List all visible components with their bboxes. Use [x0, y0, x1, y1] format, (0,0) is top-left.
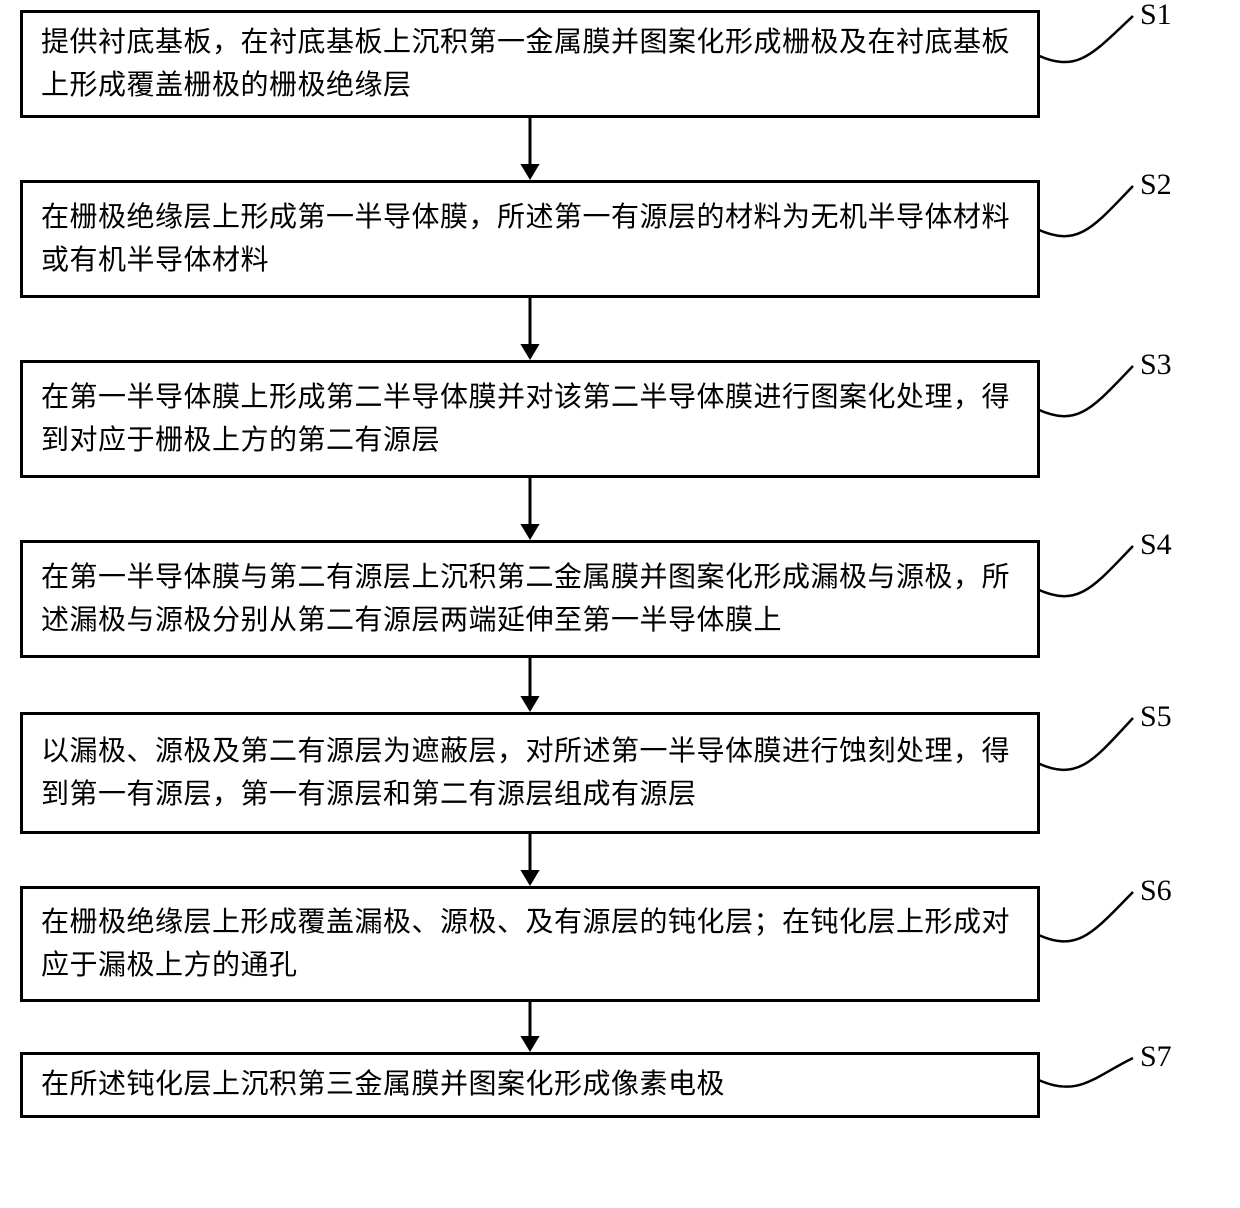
step-label: S1: [1140, 0, 1172, 32]
arrow-connector: [20, 658, 1040, 712]
arrow-down-icon: [510, 834, 550, 886]
step-box: 在第一半导体膜与第二有源层上沉积第二金属膜并图案化形成漏极与源极，所述漏极与源极…: [20, 540, 1040, 658]
arrow-connector: [20, 478, 1040, 540]
arrow-down-icon: [510, 478, 550, 540]
step-label: S6: [1140, 874, 1172, 908]
flowchart-container: 提供衬底基板，在衬底基板上沉积第一金属膜并图案化形成栅极及在衬底基板上形成覆盖栅…: [20, 10, 1220, 1118]
step-label: S3: [1140, 348, 1172, 382]
step-text: 以漏极、源极及第二有源层为遮蔽层，对所述第一半导体膜进行蚀刻处理，得到第一有源层…: [41, 730, 1019, 817]
step-label-wrap: S3: [1040, 360, 1210, 478]
arrow-down-icon: [510, 658, 550, 712]
step-box: 在栅极绝缘层上形成第一半导体膜，所述第一有源层的材料为无机半导体材料或有机半导体…: [20, 180, 1040, 298]
arrow-down-icon: [510, 118, 550, 180]
step-label-wrap: S4: [1040, 540, 1210, 658]
flow-step: 在栅极绝缘层上形成覆盖漏极、源极、及有源层的钝化层；在钝化层上形成对应于漏极上方…: [20, 886, 1220, 1002]
flow-step: 在所述钝化层上沉积第三金属膜并图案化形成像素电极 S7: [20, 1052, 1220, 1118]
step-label-wrap: S5: [1040, 712, 1210, 834]
flow-step: 在栅极绝缘层上形成第一半导体膜，所述第一有源层的材料为无机半导体材料或有机半导体…: [20, 180, 1220, 298]
step-text: 在栅极绝缘层上形成覆盖漏极、源极、及有源层的钝化层；在钝化层上形成对应于漏极上方…: [41, 901, 1019, 988]
step-label: S5: [1140, 700, 1172, 734]
flow-step: 在第一半导体膜上形成第二半导体膜并对该第二半导体膜进行图案化处理，得到对应于栅极…: [20, 360, 1220, 478]
arrow-connector: [20, 298, 1040, 360]
step-text: 提供衬底基板，在衬底基板上沉积第一金属膜并图案化形成栅极及在衬底基板上形成覆盖栅…: [41, 21, 1019, 108]
arrow-connector: [20, 1002, 1040, 1052]
step-label: S7: [1140, 1040, 1172, 1074]
step-text: 在第一半导体膜上形成第二半导体膜并对该第二半导体膜进行图案化处理，得到对应于栅极…: [41, 376, 1019, 463]
step-label-wrap: S1: [1040, 10, 1210, 118]
step-label-wrap: S2: [1040, 180, 1210, 298]
step-text: 在栅极绝缘层上形成第一半导体膜，所述第一有源层的材料为无机半导体材料或有机半导体…: [41, 196, 1019, 283]
step-box: 在第一半导体膜上形成第二半导体膜并对该第二半导体膜进行图案化处理，得到对应于栅极…: [20, 360, 1040, 478]
step-box: 在栅极绝缘层上形成覆盖漏极、源极、及有源层的钝化层；在钝化层上形成对应于漏极上方…: [20, 886, 1040, 1002]
step-box: 以漏极、源极及第二有源层为遮蔽层，对所述第一半导体膜进行蚀刻处理，得到第一有源层…: [20, 712, 1040, 834]
arrow-connector: [20, 118, 1040, 180]
step-text: 在所述钝化层上沉积第三金属膜并图案化形成像素电极: [41, 1063, 725, 1106]
flow-step: 以漏极、源极及第二有源层为遮蔽层，对所述第一半导体膜进行蚀刻处理，得到第一有源层…: [20, 712, 1220, 834]
step-box: 在所述钝化层上沉积第三金属膜并图案化形成像素电极: [20, 1052, 1040, 1118]
flow-step: 在第一半导体膜与第二有源层上沉积第二金属膜并图案化形成漏极与源极，所述漏极与源极…: [20, 540, 1220, 658]
flow-step: 提供衬底基板，在衬底基板上沉积第一金属膜并图案化形成栅极及在衬底基板上形成覆盖栅…: [20, 10, 1220, 118]
step-text: 在第一半导体膜与第二有源层上沉积第二金属膜并图案化形成漏极与源极，所述漏极与源极…: [41, 556, 1019, 643]
step-label: S4: [1140, 528, 1172, 562]
arrow-connector: [20, 834, 1040, 886]
step-label-wrap: S6: [1040, 886, 1210, 1002]
arrow-down-icon: [510, 298, 550, 360]
step-label-wrap: S7: [1040, 1052, 1210, 1118]
arrow-down-icon: [510, 1002, 550, 1052]
step-label: S2: [1140, 168, 1172, 202]
step-box: 提供衬底基板，在衬底基板上沉积第一金属膜并图案化形成栅极及在衬底基板上形成覆盖栅…: [20, 10, 1040, 118]
